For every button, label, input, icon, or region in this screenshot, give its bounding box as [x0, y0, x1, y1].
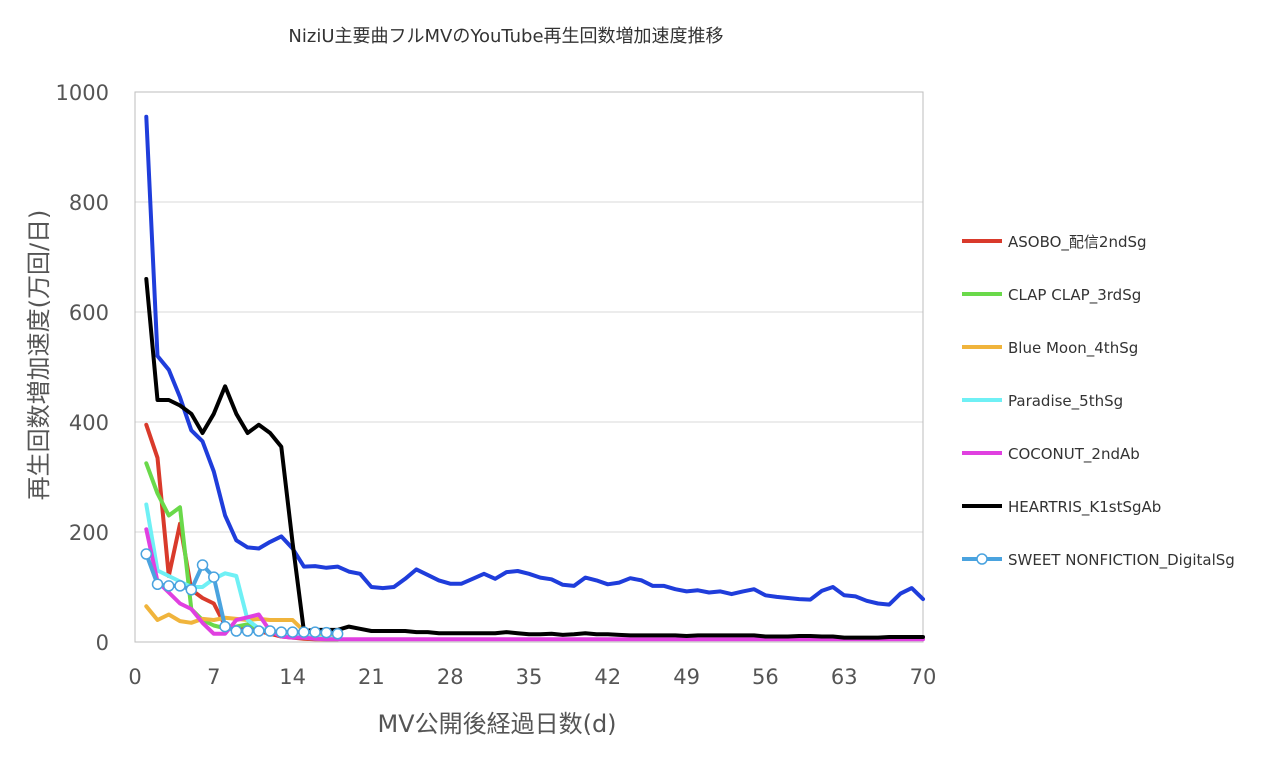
y-axis-ticks: 0 200 400 600 800 1000	[56, 81, 109, 655]
y-tick-label: 800	[69, 191, 109, 215]
y-tick-label: 1000	[56, 81, 109, 105]
legend-label: ASOBO_配信2ndSg	[1008, 233, 1147, 252]
x-tick-label: 42	[594, 665, 621, 689]
series-point	[331, 628, 344, 640]
series-point	[298, 626, 310, 638]
legend-label: Paradise_5thSg	[1008, 392, 1123, 411]
legend-label: Blue Moon_4thSg	[1008, 339, 1138, 358]
x-tick-label: 70	[910, 665, 937, 689]
series-line-5	[144, 527, 925, 642]
series-point	[140, 548, 153, 560]
legend: ASOBO_配信2ndSg CLAP CLAP_3rdSg Blue Moon_4t…	[962, 233, 1235, 570]
x-tick-label: 56	[752, 665, 779, 689]
series-point	[174, 580, 186, 592]
x-tick-label: 28	[437, 665, 464, 689]
legend-label: HEARTRIS_K1stSgAb	[1008, 498, 1161, 517]
series-point	[219, 620, 231, 633]
series-point	[196, 559, 209, 571]
series-point	[286, 626, 299, 638]
series-point	[309, 626, 321, 638]
x-tick-label: 49	[673, 665, 700, 689]
x-tick-label: 14	[279, 665, 306, 689]
y-tick-label: 0	[96, 631, 109, 655]
series-point	[163, 580, 175, 592]
x-tick-label: 21	[358, 665, 385, 689]
series-point	[241, 625, 254, 637]
legend-label: CLAP CLAP_3rdSg	[1008, 286, 1141, 305]
chart-title: NiziU主要曲フルMVのYouTube再生回数増加速度推移	[288, 26, 723, 47]
legend-label: COCONUT_2ndAb	[1008, 445, 1140, 464]
series-point	[275, 626, 288, 638]
legend-marker	[976, 553, 988, 565]
y-tick-label: 200	[69, 521, 109, 545]
series-point	[230, 625, 243, 637]
x-axis-ticks: 0 7 14 21 28 35 42 49 56 63 70	[128, 665, 936, 689]
series-point	[208, 571, 220, 583]
series-point	[151, 578, 164, 590]
series-point	[264, 625, 276, 637]
y-axis-label: 再生回数増加速度(万回/日)	[25, 210, 53, 501]
y-tick-label: 400	[69, 411, 109, 435]
y-tick-label: 600	[69, 301, 109, 325]
series-line-0	[144, 114, 925, 607]
legend-label: SWEET NONFICTION_DigitalSg	[1008, 551, 1235, 570]
series-line-6	[144, 277, 925, 640]
x-tick-label: 7	[207, 665, 220, 689]
x-tick-label: 35	[516, 665, 543, 689]
series-lines	[140, 114, 925, 642]
gridlines	[135, 91, 923, 643]
x-tick-label: 0	[128, 665, 141, 689]
x-axis-label: MV公開後経過日数(d)	[377, 710, 616, 738]
series-point	[253, 625, 265, 637]
series-point	[320, 626, 333, 639]
plot-area-border	[134, 91, 924, 643]
x-tick-label: 63	[831, 665, 858, 689]
series-point	[185, 584, 198, 596]
